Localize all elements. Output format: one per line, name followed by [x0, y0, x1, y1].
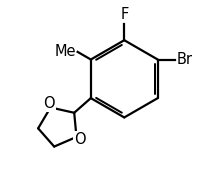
Text: Me: Me	[55, 44, 76, 59]
Text: Br: Br	[176, 52, 192, 67]
Text: O: O	[43, 96, 54, 111]
Text: O: O	[75, 132, 86, 147]
Text: F: F	[120, 7, 128, 22]
